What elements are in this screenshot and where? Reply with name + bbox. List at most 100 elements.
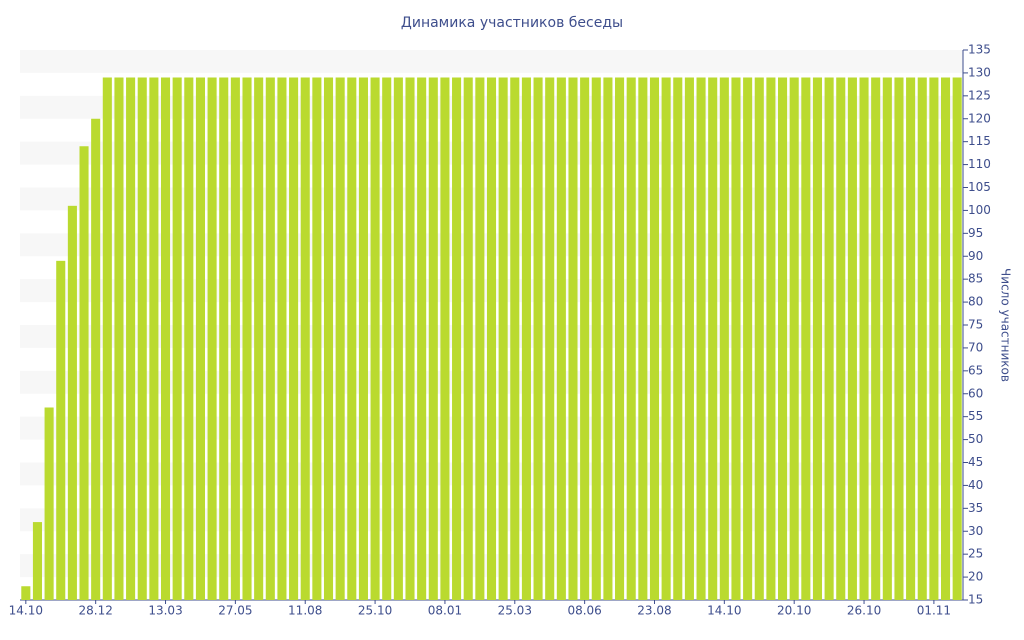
bar xyxy=(32,522,43,600)
bar xyxy=(545,77,555,600)
y-tick-label: 30 xyxy=(968,524,983,538)
bar xyxy=(219,77,229,600)
grid-band xyxy=(20,50,963,73)
bar xyxy=(521,77,531,600)
bar xyxy=(486,77,497,600)
bar xyxy=(719,77,729,600)
y-tick-label: 130 xyxy=(968,65,991,79)
bar xyxy=(382,77,392,600)
bar xyxy=(44,407,54,600)
y-tick-label: 40 xyxy=(968,478,983,492)
x-tick-label: 25.10 xyxy=(358,604,392,618)
bar xyxy=(836,77,846,600)
x-tick-label: 14.10 xyxy=(9,604,43,618)
bar xyxy=(172,77,182,600)
bar xyxy=(603,77,613,600)
y-tick-label: 60 xyxy=(968,386,983,400)
y-tick-label: 85 xyxy=(968,272,983,286)
y-tick-label: 65 xyxy=(968,363,983,377)
x-tick-label: 20.10 xyxy=(777,604,811,618)
bar xyxy=(114,77,124,600)
x-tick-label: 26.10 xyxy=(847,604,881,618)
bar xyxy=(230,77,240,600)
bar xyxy=(21,586,31,600)
chart-title: Динамика участников беседы xyxy=(401,15,623,31)
x-tick-label: 11.08 xyxy=(288,604,322,618)
bar xyxy=(906,77,916,600)
bar xyxy=(801,77,811,600)
x-tick-label: 08.06 xyxy=(567,604,601,618)
bar xyxy=(649,77,660,600)
bar xyxy=(556,77,566,600)
x-tick-label: 14.10 xyxy=(707,604,741,618)
x-tick-label: 08.01 xyxy=(428,604,462,618)
y-tick-label: 105 xyxy=(968,180,991,194)
x-tick-label: 28.12 xyxy=(78,604,112,618)
bar xyxy=(300,77,310,600)
bar xyxy=(335,77,345,600)
bar xyxy=(254,77,264,600)
bar xyxy=(358,77,368,600)
bar xyxy=(859,77,869,600)
y-tick-label: 25 xyxy=(968,547,983,561)
bar xyxy=(894,77,904,600)
bar xyxy=(731,77,741,600)
bar xyxy=(347,77,357,600)
bar xyxy=(160,77,171,600)
bar xyxy=(393,77,403,600)
bar xyxy=(289,77,299,600)
y-tick-label: 55 xyxy=(968,409,983,423)
bar xyxy=(754,77,764,600)
bar xyxy=(684,77,694,600)
bar xyxy=(580,77,590,600)
bar xyxy=(312,77,322,600)
x-tick-label: 25.03 xyxy=(498,604,532,618)
bar xyxy=(440,77,450,600)
bar xyxy=(766,77,776,600)
y-tick-label: 50 xyxy=(968,432,983,446)
bar xyxy=(778,77,788,600)
bar xyxy=(498,77,508,600)
bar xyxy=(591,77,601,600)
y-tick-label: 75 xyxy=(968,318,983,332)
bar xyxy=(568,77,578,600)
bar xyxy=(149,77,159,600)
y-tick-label: 80 xyxy=(968,295,983,309)
bar xyxy=(137,77,147,600)
bar xyxy=(265,77,275,600)
y-axis-title: Число участников xyxy=(999,268,1013,382)
bar xyxy=(789,77,799,600)
bar xyxy=(696,77,706,600)
bar xyxy=(871,77,881,600)
x-tick-label: 27.05 xyxy=(218,604,252,618)
bar xyxy=(370,77,380,600)
bar xyxy=(708,77,718,600)
y-tick-label: 45 xyxy=(968,455,983,469)
bar xyxy=(67,205,77,601)
bar xyxy=(882,77,892,600)
bar xyxy=(847,77,857,600)
bar xyxy=(615,77,625,600)
y-tick-label: 125 xyxy=(968,88,991,102)
x-tick-label: 23.08 xyxy=(637,604,671,618)
y-tick-label: 35 xyxy=(968,501,983,515)
bar xyxy=(929,77,939,600)
bar xyxy=(626,77,636,600)
bar xyxy=(195,77,205,600)
bar xyxy=(475,77,485,600)
bar xyxy=(405,77,415,600)
bar xyxy=(428,77,438,600)
y-tick-label: 95 xyxy=(968,226,983,240)
bar xyxy=(812,77,823,600)
x-tick-label: 01.11 xyxy=(917,604,951,618)
bar xyxy=(242,77,252,600)
bar xyxy=(940,77,951,600)
bar xyxy=(952,77,962,600)
bar xyxy=(463,77,473,600)
y-tick-label: 135 xyxy=(968,43,991,57)
bar xyxy=(79,146,89,600)
bar xyxy=(917,77,927,600)
y-tick-label: 70 xyxy=(968,340,983,354)
y-tick-label: 115 xyxy=(968,134,991,148)
bar xyxy=(207,77,217,600)
